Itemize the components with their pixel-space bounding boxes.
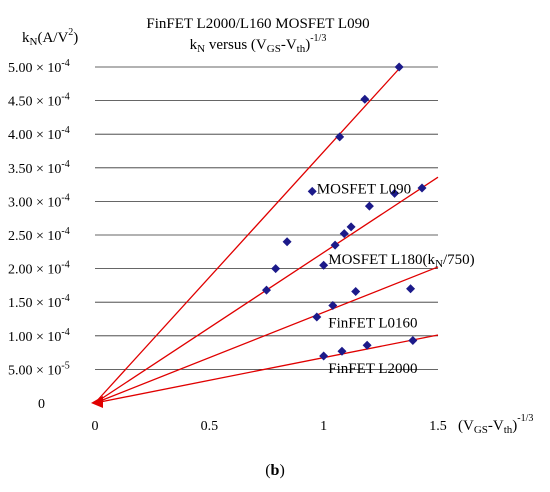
caption-letter: b xyxy=(270,462,280,479)
data-point-0 xyxy=(394,62,404,72)
grid xyxy=(95,66,438,370)
line-label-2: FinFET L0160 xyxy=(328,316,417,332)
fit-lines xyxy=(91,66,439,408)
y-tick-label-5: 2.50 × 10-4 xyxy=(8,226,70,244)
line-label-3: FinFET L2000 xyxy=(328,361,417,377)
chart-title: FinFET L2000/L160 MOSFET L090 xyxy=(146,16,369,32)
data-point-1 xyxy=(360,94,370,104)
data-point-12 xyxy=(271,264,281,274)
data-point-11 xyxy=(319,260,329,270)
y-tick-label-10: 5.00 × 10-4 xyxy=(8,58,70,76)
y-tick-label-7: 3.50 × 10-4 xyxy=(8,159,70,177)
y-tick-label-2: 1.00 × 10-4 xyxy=(8,327,70,345)
y-tick-label-8: 4.00 × 10-4 xyxy=(8,125,70,143)
x-tick-label-1: 0.5 xyxy=(201,419,219,434)
data-point-19 xyxy=(362,340,372,350)
data-point-9 xyxy=(330,240,340,250)
x-axis-ticks: 0 0.5 1 1.5 xyxy=(92,419,447,434)
line-label-0: MOSFET L090 xyxy=(317,181,411,197)
chart-subtitle: kN versus (VGS-Vth)-1/3 xyxy=(190,33,327,55)
data-point-13 xyxy=(262,285,271,295)
data-point-2 xyxy=(335,132,345,142)
data-point-14 xyxy=(351,286,361,296)
y-tick-label-9: 4.50 × 10-4 xyxy=(8,92,70,110)
data-point-10 xyxy=(282,237,292,247)
data-point-16 xyxy=(406,284,416,294)
y-tick-label-4: 2.00 × 10-4 xyxy=(8,260,70,278)
data-point-7 xyxy=(346,222,356,232)
data-point-3 xyxy=(307,186,317,196)
fit-line-3 xyxy=(94,334,439,404)
y-tick-label-3: 1.50 × 10-4 xyxy=(8,293,70,311)
x-axis-label: (VGS-Vth)-1/3 xyxy=(458,413,533,436)
fit-line-2 xyxy=(94,266,439,404)
line-labels: MOSFET L090 MOSFET L180(kN/750) FinFET L01… xyxy=(317,181,475,376)
line-label-1: MOSFET L180(kN/750) xyxy=(328,252,474,270)
y-tick-label-1: 5.00 × 10-5 xyxy=(8,360,70,378)
origin-arrow xyxy=(91,396,103,408)
data-point-18 xyxy=(408,336,418,346)
data-markers xyxy=(262,62,427,361)
data-point-20 xyxy=(337,346,347,356)
y-axis-label: kN(A/V2) xyxy=(22,27,78,48)
data-point-8 xyxy=(339,229,349,239)
x-tick-label-0: 0 xyxy=(92,419,99,434)
y-tick-label-0: 0 xyxy=(38,397,45,412)
y-tick-label-6: 3.00 × 10-4 xyxy=(8,192,70,210)
fit-line-0 xyxy=(94,66,402,404)
figure-caption: (b) xyxy=(265,462,285,479)
x-tick-label-3: 1.5 xyxy=(429,419,447,434)
data-point-15 xyxy=(328,301,338,311)
data-point-5 xyxy=(417,183,427,193)
data-point-4 xyxy=(390,188,400,198)
data-point-6 xyxy=(364,201,374,211)
y-axis-ticks: 0 5.00 × 10-5 1.00 × 10-4 1.50 × 10-4 2.00 ×… xyxy=(8,58,70,412)
x-tick-label-2: 1 xyxy=(320,419,327,434)
data-point-17 xyxy=(312,312,322,322)
data-point-21 xyxy=(319,351,329,361)
